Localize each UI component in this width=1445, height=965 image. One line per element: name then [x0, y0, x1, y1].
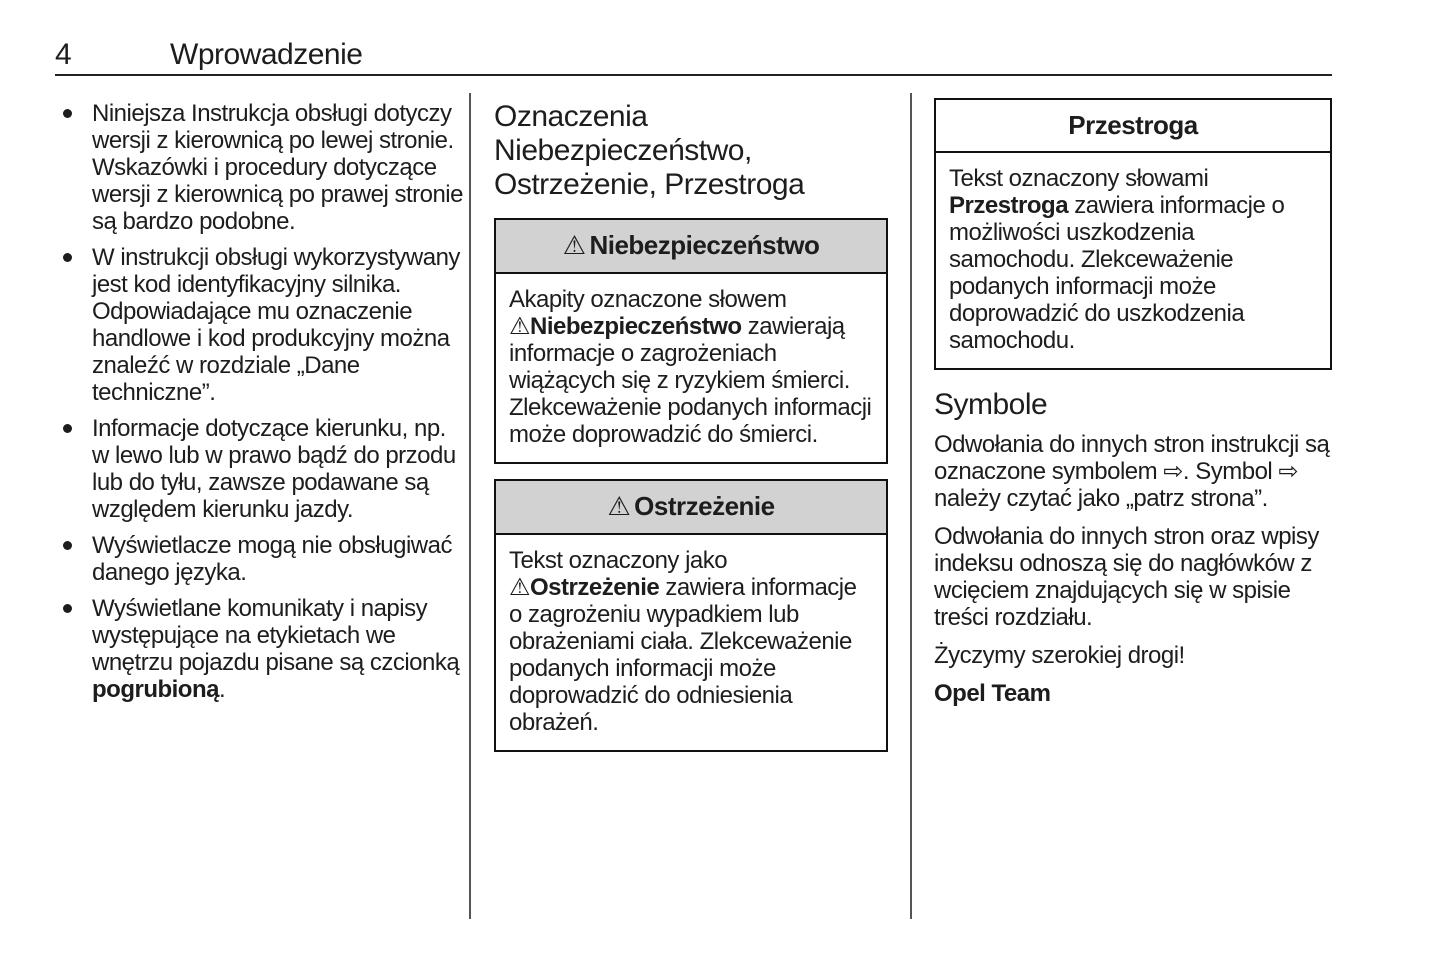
paragraph: Opel Team [934, 680, 1332, 707]
bullet-icon [55, 100, 92, 235]
warning-triangle-icon: ⚠ [509, 573, 531, 601]
text-segment: zawiera informacje o możliwości uszkodze… [949, 192, 1285, 354]
text-segment: Ostrzeżenie [530, 574, 660, 601]
text-segment: W instrukcji obsługi wykorzystywany jest… [92, 244, 460, 406]
text-segment: Opel Team [934, 680, 1051, 707]
bullet-icon [55, 244, 92, 406]
list-item: Informacje dotyczące kierunku, np. w lew… [55, 415, 465, 523]
bullet-text: Informacje dotyczące kierunku, np. w lew… [92, 415, 465, 523]
bullet-icon [55, 532, 92, 586]
heading-line: Niebezpieczeństwo, [494, 134, 752, 167]
caution-box: Przestroga Tekst oznaczony słowami Przes… [934, 98, 1332, 370]
bullet-text: Niniejsza Instrukcja obsługi dotyczy wer… [92, 100, 465, 235]
text-segment: Wyświetlane komunikaty i napisy występuj… [92, 595, 460, 676]
text-segment: należy czytać jako „patrz strona”. [934, 485, 1268, 512]
text-segment: Niebezpieczeństwo [530, 313, 742, 340]
text-segment: Odwołania do innych stron instrukcji są … [934, 431, 1330, 485]
bullet-icon [55, 595, 92, 703]
text-segment: Przestroga [949, 192, 1069, 219]
bullet-icon [55, 415, 92, 523]
paragraph: Życzymy szerokiej drogi! [934, 642, 1332, 669]
text-segment: zawierają informacje o zagrożeniach wiąż… [509, 313, 872, 448]
symbols-column: Przestroga Tekst oznaczony słowami Przes… [934, 98, 1332, 718]
page-reference-arrow-icon: ⇨ [1163, 457, 1183, 485]
text-segment: Niniejsza Instrukcja obsługi dotyczy wer… [92, 100, 463, 235]
intro-bullet-list: Niniejsza Instrukcja obsługi dotyczy wer… [55, 100, 465, 703]
section-heading-oznaczenia: Oznaczenia Niebezpieczeństwo, Ostrzeżeni… [494, 100, 888, 202]
warning-triangle-icon: ⚠ [607, 492, 631, 522]
text-segment: Informacje dotyczące kierunku, np. w lew… [92, 415, 456, 523]
list-item: Wyświetlacze mogą nie obsługiwać danego … [55, 532, 465, 586]
page-reference-arrow-icon: ⇨ [1278, 457, 1299, 485]
text-segment: Akapity oznaczone słowem [509, 286, 787, 313]
list-item: W instrukcji obsługi wykorzystywany jest… [55, 244, 465, 406]
warning-triangle-icon: ⚠ [562, 231, 586, 261]
intro-column: Niniejsza Instrukcja obsługi dotyczy wer… [55, 100, 465, 712]
warning-box-header: ⚠ Ostrzeżenie [496, 481, 886, 535]
text-segment: . [218, 676, 226, 703]
text-segment: Tekst oznaczony słowami [949, 165, 1209, 192]
text-segment: Życzymy szerokiej drogi! [934, 642, 1185, 669]
text-segment: Tekst oznaczony jako [509, 547, 728, 574]
section-heading-symbole: Symbole [934, 388, 1048, 421]
list-item: Wyświetlane komunikaty i napisy występuj… [55, 595, 465, 703]
bullet-text: Wyświetlacze mogą nie obsługiwać danego … [92, 532, 465, 586]
text-segment: . Symbol [1182, 458, 1279, 485]
text-segment: Odwołania do innych stron oraz wpisy ind… [934, 523, 1319, 631]
list-item: Niniejsza Instrukcja obsługi dotyczy wer… [55, 100, 465, 235]
caution-box-header: Przestroga [936, 100, 1330, 153]
warning-box-title: Ostrzeżenie [634, 491, 775, 521]
bullet-text: W instrukcji obsługi wykorzystywany jest… [92, 244, 465, 406]
text-segment: Wyświetlacze mogą nie obsługiwać danego … [92, 532, 452, 586]
column-divider-right [910, 93, 912, 919]
bullet-text: Wyświetlane komunikaty i napisy występuj… [92, 595, 465, 703]
warning-box: ⚠ Ostrzeżenie Tekst oznaczony jako ⚠Ostrz… [494, 479, 888, 752]
paragraph: Odwołania do innych stron instrukcji są … [934, 431, 1332, 512]
danger-box: ⚠ Niebezpieczeństwo Akapity oznaczone sło… [494, 218, 888, 464]
heading-line: Oznaczenia [494, 100, 648, 133]
column-divider-left [469, 93, 471, 919]
warning-box-body: Tekst oznaczony jako ⚠Ostrzeżenie zawier… [496, 535, 886, 750]
danger-box-header: ⚠ Niebezpieczeństwo [496, 220, 886, 274]
header-rule [55, 74, 1332, 76]
page-number: 4 [55, 38, 72, 71]
caution-box-title: Przestroga [1068, 110, 1198, 140]
danger-box-body: Akapity oznaczone słowem ⚠Niebezpieczeńs… [496, 274, 886, 462]
caution-box-body: Tekst oznaczony słowami Przestroga zawie… [936, 153, 1330, 368]
text-segment: zawiera informacje o zagrożeniu wypadkie… [509, 574, 857, 736]
markings-column: Oznaczenia Niebezpieczeństwo, Ostrzeżeni… [494, 100, 888, 767]
text-segment: pogrubioną [92, 676, 219, 703]
paragraph: Odwołania do innych stron oraz wpisy ind… [934, 523, 1332, 631]
warning-triangle-icon: ⚠ [509, 312, 531, 340]
danger-box-title: Niebezpieczeństwo [589, 230, 820, 260]
chapter-title: Wprowadzenie [170, 38, 363, 71]
heading-line: Ostrzeżenie, Przestroga [494, 168, 805, 201]
